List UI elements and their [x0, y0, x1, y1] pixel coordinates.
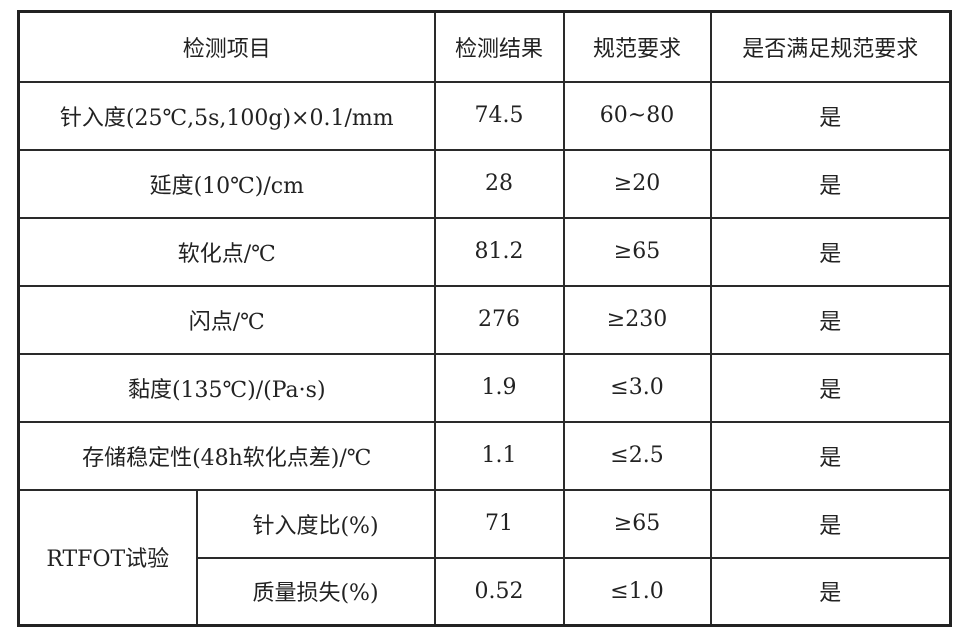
- result-cell: 1.9: [433, 352, 565, 423]
- item-cell: 针入度比(%): [195, 488, 436, 559]
- ok-cell: 是: [709, 352, 952, 423]
- item-cell: 针入度(25℃,5s,100g)×0.1/mm: [17, 80, 436, 151]
- result-cell: 74.5: [433, 80, 565, 151]
- table-row: 延度(10℃)/cm 28 ≥20 是: [17, 148, 952, 219]
- spec-cell: ≥65: [562, 488, 712, 559]
- header-row: 检测项目 检测结果 规范要求 是否满足规范要求: [17, 10, 952, 83]
- ok-cell: 是: [709, 284, 952, 355]
- item-cell: 延度(10℃)/cm: [17, 148, 436, 219]
- header-cell: 是否满足规范要求: [709, 10, 952, 83]
- result-cell: 28: [433, 148, 565, 219]
- table-row: 黏度(135℃)/(Pa·s) 1.9 ≤3.0 是: [17, 352, 952, 423]
- item-cell: 闪点/℃: [17, 284, 436, 355]
- spec-cell: ≥20: [562, 148, 712, 219]
- ok-cell: 是: [709, 216, 952, 287]
- spec-cell: ≥65: [562, 216, 712, 287]
- table-row: RTFOT试验 针入度比(%) 71 ≥65 是: [17, 488, 952, 627]
- ok-cell: 是: [709, 80, 952, 151]
- result-cell: 1.1: [433, 420, 565, 491]
- spec-cell: ≤2.5: [562, 420, 712, 491]
- result-cell: 71: [433, 488, 565, 559]
- ok-cell: 是: [709, 556, 952, 627]
- header-cell: 检测项目: [17, 10, 436, 83]
- table-row: 针入度(25℃,5s,100g)×0.1/mm 74.5 60~80 是: [17, 80, 952, 151]
- header-cell: 检测结果: [433, 10, 565, 83]
- spec-cell: 60~80: [562, 80, 712, 151]
- item-cell: 软化点/℃: [17, 216, 436, 287]
- item-cell: 黏度(135℃)/(Pa·s): [17, 352, 436, 423]
- header-cell: 规范要求: [562, 10, 712, 83]
- ok-cell: 是: [709, 488, 952, 559]
- item-cell: 质量损失(%): [195, 556, 436, 627]
- spec-cell: ≥230: [562, 284, 712, 355]
- item-cell: 存储稳定性(48h软化点差)/℃: [17, 420, 436, 491]
- ok-cell: 是: [709, 420, 952, 491]
- table-row: 闪点/℃ 276 ≥230 是: [17, 284, 952, 355]
- result-cell: 276: [433, 284, 565, 355]
- table-row: 软化点/℃ 81.2 ≥65 是: [17, 216, 952, 287]
- ok-cell: 是: [709, 148, 952, 219]
- spec-cell: ≤3.0: [562, 352, 712, 423]
- table-row: 质量损失(%) 0.52 ≤1.0 是: [19, 556, 952, 627]
- table-row: 存储稳定性(48h软化点差)/℃ 1.1 ≤2.5 是: [17, 420, 952, 491]
- group-cell: RTFOT试验: [17, 488, 198, 627]
- test-results-table: 检测项目 检测结果 规范要求 是否满足规范要求 针入度(25℃,5s,100g)…: [17, 10, 952, 627]
- result-cell: 81.2: [433, 216, 565, 287]
- spec-cell: ≤1.0: [562, 556, 712, 627]
- result-cell: 0.52: [433, 556, 565, 627]
